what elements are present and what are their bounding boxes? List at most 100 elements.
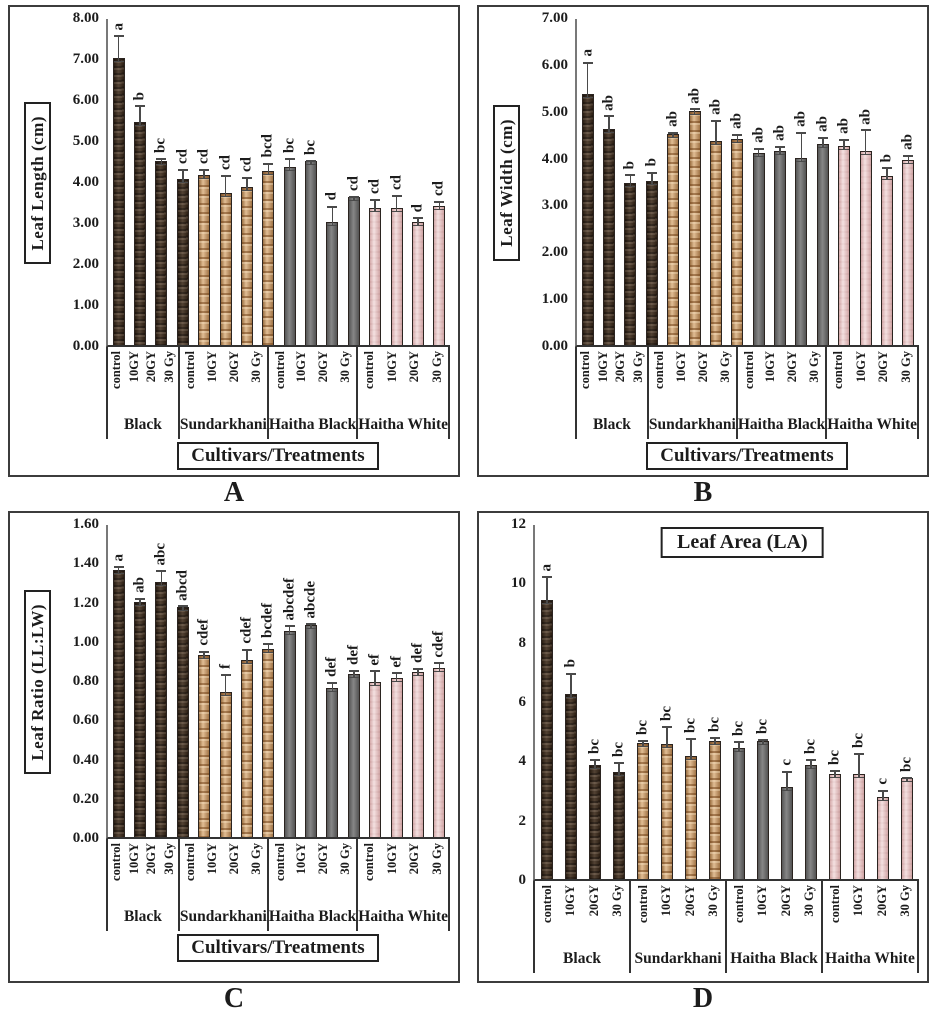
- x-tick-label: 20GY: [876, 351, 891, 383]
- bar-slot: abcde: [300, 525, 321, 837]
- bar-slot: bc: [823, 525, 847, 879]
- bar-black-30-gy: [613, 772, 625, 879]
- panel-c: Leaf Ratio (LL:LW) 1.60 1.40 1.20 1.00 0.80 0.…: [8, 511, 460, 1015]
- bar-slot: abc: [151, 525, 172, 837]
- bar-slot: ab: [663, 19, 684, 345]
- significance-letter: ab: [771, 125, 788, 141]
- x-tick-slot: control: [649, 347, 671, 415]
- bar-group-haitha-white: ef ef def cdef: [365, 525, 451, 837]
- x-tick-label: 30 Gy: [898, 351, 913, 383]
- bar-slot: d: [322, 19, 343, 345]
- error-bar: [710, 120, 721, 146]
- x-tick-slot: control: [535, 881, 559, 949]
- x-axis-area: control 10GY 20GY 30 Gy Black control 10GY 20GY…: [485, 881, 919, 973]
- error-bar: [135, 105, 146, 126]
- error-bar: [903, 155, 914, 164]
- cultivar-group-black: control 10GY 20GY 30 Gy Black: [106, 839, 178, 931]
- bar-group-sundarkhani: bc bc bc bc: [631, 525, 727, 879]
- bar-haitha-black-30-gy: [347, 197, 360, 345]
- bar-slot: def: [322, 525, 343, 837]
- x-tick-slot: control: [727, 881, 751, 949]
- x-tick-label: 10GY: [853, 351, 868, 383]
- significance-letter: d: [409, 203, 426, 213]
- x-tick-label: 10GY: [205, 843, 220, 875]
- cultivar-group-haitha-black: control 10GY 20GY 30 Gy Haitha Black: [725, 881, 821, 973]
- bar-slot: f: [215, 525, 236, 837]
- x-axis-area: control 10GY 20GY 30 Gy Black control 10GY 20GY…: [485, 347, 919, 439]
- x-tick-label: control: [272, 351, 287, 389]
- x-tick-slot: 20GY: [313, 839, 335, 907]
- bar-slot: b: [641, 19, 662, 345]
- error-bar: [638, 740, 648, 747]
- y-axis-ticks: 7.00 6.00 5.00 4.00 3.00 2.00 1.00 0.00: [527, 11, 575, 354]
- cultivar-group-haitha-white: control 10GY 20GY 30 Gy Haitha White: [356, 839, 450, 931]
- y-tick-label: 4.00: [72, 174, 99, 190]
- error-bar: [391, 195, 402, 212]
- significance-letter: bc: [586, 738, 603, 754]
- bar-slot: ab: [791, 19, 812, 345]
- y-tick-label: 8.00: [72, 10, 99, 26]
- bar-sundarkhani-control: [667, 134, 680, 345]
- x-tick-label: control: [539, 885, 554, 923]
- y-axis-title-box: Leaf Ratio (LL:LW): [23, 589, 51, 775]
- bar-slot: bc: [631, 525, 655, 879]
- x-tick-slot: 30 Gy: [334, 839, 356, 907]
- cultivar-group-haitha-black: control 10GY 20GY 30 Gy Haitha Black: [266, 839, 356, 931]
- significance-letter: bc: [152, 138, 169, 154]
- axis-spacer: [485, 442, 575, 470]
- bar-slot: ef: [386, 525, 407, 837]
- bar-slot: bc: [751, 525, 775, 879]
- bar-slot: ab: [812, 19, 833, 345]
- bar-haitha-white-20gy: [411, 222, 424, 345]
- error-bar: [327, 681, 338, 692]
- bar-slot: cd: [172, 19, 193, 345]
- bar-sundarkhani-20gy: [709, 141, 722, 345]
- error-bar: [220, 174, 231, 198]
- x-tick-label: 20GY: [407, 843, 422, 875]
- cultivar-group-black: control 10GY 20GY 30 Gy Black: [533, 881, 629, 973]
- y-tick-label: 1.00: [72, 297, 99, 313]
- bar-sundarkhani-control: [198, 174, 211, 345]
- cultivar-name: Haitha Black: [268, 416, 357, 433]
- error-bar: [732, 134, 743, 143]
- bar-slot: b: [559, 525, 583, 879]
- x-tick-label: 20GY: [778, 885, 793, 917]
- treatment-labels: control 10GY 20GY 30 Gy: [269, 839, 356, 907]
- error-bar: [263, 162, 274, 175]
- x-tick-label: 20GY: [613, 351, 628, 383]
- error-bar: [113, 35, 124, 62]
- x-tick-slot: control: [180, 347, 202, 415]
- bar-group-sundarkhani: cd cd cd bcd: [194, 19, 280, 345]
- error-bar: [758, 738, 768, 746]
- significance-letter: def: [345, 645, 362, 666]
- bar-sundarkhani-control: [637, 742, 649, 879]
- x-tick-label: 20GY: [226, 351, 241, 383]
- bar-haitha-black-control: [752, 152, 765, 345]
- bar-slot: ab: [684, 19, 705, 345]
- cultivar-group-black: control 10GY 20GY 30 Gy Black: [106, 347, 178, 439]
- error-bar: [327, 205, 338, 226]
- x-tick-slot: control: [269, 347, 291, 415]
- x-tick-slot: 10GY: [381, 839, 403, 907]
- x-axis-title-wrap: Cultivars/Treatments: [575, 442, 919, 470]
- y-tick-label: 4.00: [541, 150, 568, 167]
- x-tick-slot: 10GY: [125, 839, 142, 907]
- x-tick-label: 20GY: [144, 351, 159, 383]
- bar-haitha-white-20gy: [880, 176, 893, 345]
- x-tick-slot: 30 Gy: [629, 347, 646, 415]
- x-tick-slot: 30 Gy: [426, 839, 448, 907]
- bar-slot: d: [407, 19, 428, 345]
- bar-haitha-white-30-gy: [433, 668, 446, 837]
- y-tick-label: 1.00: [541, 291, 568, 308]
- bar-haitha-white-20gy: [411, 672, 424, 837]
- x-tick-label: 20GY: [144, 843, 159, 875]
- x-label-area: control 10GY 20GY 30 Gy Black control 10GY 20GY…: [575, 347, 919, 439]
- error-bar: [391, 672, 402, 683]
- error-bar: [135, 597, 146, 606]
- y-tick-label: 0.60: [72, 712, 99, 729]
- cultivar-name: Black: [592, 416, 631, 433]
- cultivar-name: Haitha White: [827, 416, 917, 433]
- bar-group-haitha-black: bc bc c bc: [727, 525, 823, 879]
- y-tick-label: 1.40: [72, 555, 99, 572]
